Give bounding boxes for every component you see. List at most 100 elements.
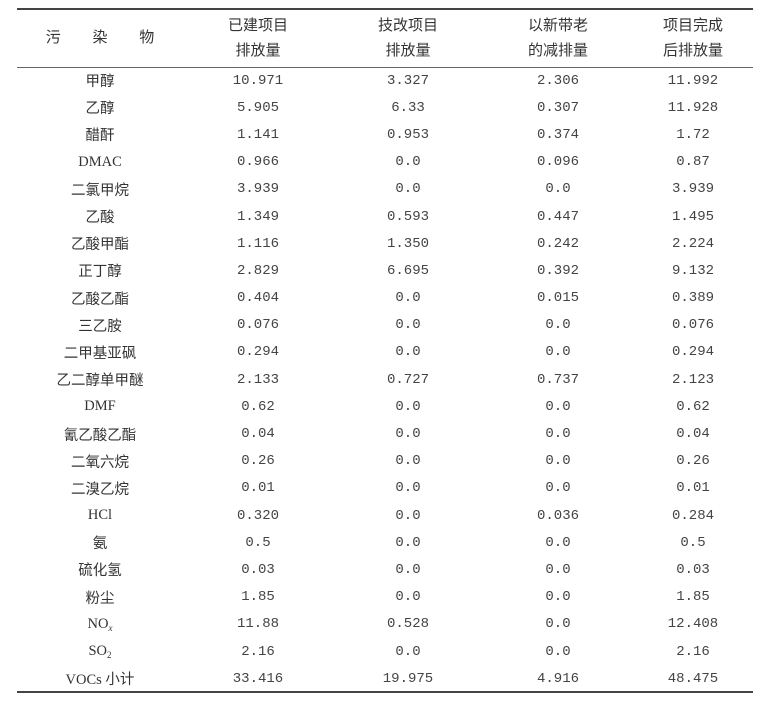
value-cell: 0.392 [536,262,579,279]
top-rule [17,8,753,10]
table-row: 二氯甲烷 3.939 0.0 0.0 3.939 [17,176,753,203]
value-cell: 12.408 [667,616,719,633]
value-cell: 0.076 [236,317,279,334]
table-row: 氰乙酸乙酯 0.04 0.0 0.0 0.04 [17,420,753,447]
value-cell: 0.0 [545,453,571,470]
value-cell: 0.593 [386,208,429,225]
table-row: 氨 0.5 0.0 0.0 0.5 [17,529,753,556]
pollutant-name: 二氯甲烷 [17,176,183,203]
value-cell: 0.0 [545,643,571,660]
value-cell: 0.03 [676,561,710,578]
emissions-table: 污 染 物已建项目 排放量 技改项目 排放量 以新带老 的减排量 项目完成 后排放量 甲醇 10… [17,10,753,692]
table-row: 二溴乙烷 0.01 0.0 0.0 0.01 [17,475,753,502]
pollutant-name: 乙酸甲酯 [17,230,183,257]
value-cell: 0.0 [395,643,421,660]
value-cell: 9.132 [671,262,714,279]
column-header-line: 已建项目 [227,17,288,34]
value-cell: 1.350 [386,235,429,252]
column-header-4: 项目完成 后排放量 [633,10,753,67]
pollutant-label: 三乙胺 [78,318,122,335]
pollutant-name: 硫化氢 [17,556,183,583]
value-cell: 0.0 [395,154,421,171]
pollutant-name: 二溴乙烷 [17,475,183,502]
table-row: 粉尘 1.85 0.0 0.0 1.85 [17,584,753,611]
table-row: 正丁醇 2.829 6.695 0.392 9.132 [17,257,753,284]
value-cell: 0.0 [395,181,421,198]
pollutant-name: 氰乙酸乙酯 [17,420,183,447]
value-cell: 3.939 [671,181,714,198]
value-cell: 0.374 [536,126,579,143]
pollutant-label: 乙酸乙酯 [71,291,129,308]
pollutant-name: 乙酸乙酯 [17,285,183,312]
pollutant-name: 甲醇 [17,67,183,94]
pollutant-label: 甲醇 [85,74,115,91]
pollutant-label: 醋酐 [85,128,115,145]
value-cell: 3.327 [386,72,429,89]
value-cell: 0.0 [545,534,571,551]
header-rule [17,67,753,68]
value-cell: 0.389 [671,290,714,307]
table-row: DMAC 0.966 0.0 0.096 0.87 [17,149,753,176]
pollutant-label: 氨 [92,536,108,553]
pollutant-name: 乙酸 [17,203,183,230]
value-cell: 0.03 [241,561,275,578]
column-header-line: 后排放量 [662,42,723,59]
table-row: NOx 11.88 0.528 0.0 12.408 [17,611,753,638]
value-cell: 0.404 [236,290,279,307]
value-cell: 5.905 [236,99,279,116]
column-header-line: 技改项目 [377,17,438,34]
value-cell: 2.306 [536,72,579,89]
table-row: SO2 2.16 0.0 0.0 2.16 [17,638,753,665]
value-cell: 1.85 [241,589,275,606]
pollutant-label: 乙酸甲酯 [71,237,129,254]
pollutant-name: HCl [17,502,183,529]
pollutant-label: VOCs 小计 [65,672,135,689]
value-cell: 0.0 [395,589,421,606]
column-header-2: 技改项目 排放量 [333,10,483,67]
pollutant-name: 乙醇 [17,94,183,121]
table-row: 乙酸 1.349 0.593 0.447 1.495 [17,203,753,230]
table-row: 乙酸甲酯 1.116 1.350 0.242 2.224 [17,230,753,257]
value-cell: 0.242 [536,235,579,252]
value-cell: 2.16 [676,643,710,660]
column-header-0: 污 染 物 [17,10,183,67]
value-cell: 0.04 [676,426,710,443]
value-cell: 6.695 [386,262,429,279]
pollutant-label: 二氧六烷 [71,454,129,471]
pollutant-label: 正丁醇 [78,264,122,281]
value-cell: 0.0 [395,507,421,524]
value-cell: 1.349 [236,208,279,225]
table-row: 二氧六烷 0.26 0.0 0.0 0.26 [17,448,753,475]
pollutant-label: HCl [87,507,113,524]
value-cell: 0.0 [395,453,421,470]
column-header-line: 污 染 物 [45,30,169,46]
value-cell: 2.224 [671,235,714,252]
value-cell: 3.939 [236,181,279,198]
value-cell: 11.928 [667,99,719,116]
column-header-3: 以新带老 的减排量 [483,10,633,67]
pollutant-label: 氰乙酸乙酯 [63,427,137,444]
pollutant-subscript: x [108,622,113,633]
value-cell: 0.0 [395,534,421,551]
value-cell: 1.141 [236,126,279,143]
value-cell: 0.076 [671,317,714,334]
value-cell: 2.123 [671,371,714,388]
pollutant-name: 三乙胺 [17,312,183,339]
column-header-line: 的减排量 [527,42,588,59]
value-cell: 0.0 [395,426,421,443]
pollutant-subscript: 2 [107,650,112,661]
header-row: 污 染 物已建项目 排放量 技改项目 排放量 以新带老 的减排量 项目完成 后排放量 [17,10,753,67]
value-cell: 0.0 [395,317,421,334]
pollutant-label: 硫化氢 [78,563,122,580]
value-cell: 0.0 [395,290,421,307]
pollutant-name: 乙二醇单甲醚 [17,366,183,393]
pollutant-label: 二氯甲烷 [71,182,129,199]
value-cell: 0.966 [236,154,279,171]
value-cell: 19.975 [382,670,434,687]
value-cell: 6.33 [391,99,425,116]
pollutant-name: 二甲基亚砜 [17,339,183,366]
value-cell: 0.01 [241,480,275,497]
value-cell: 0.87 [676,154,710,171]
value-cell: 0.727 [386,371,429,388]
value-cell: 1.85 [676,589,710,606]
